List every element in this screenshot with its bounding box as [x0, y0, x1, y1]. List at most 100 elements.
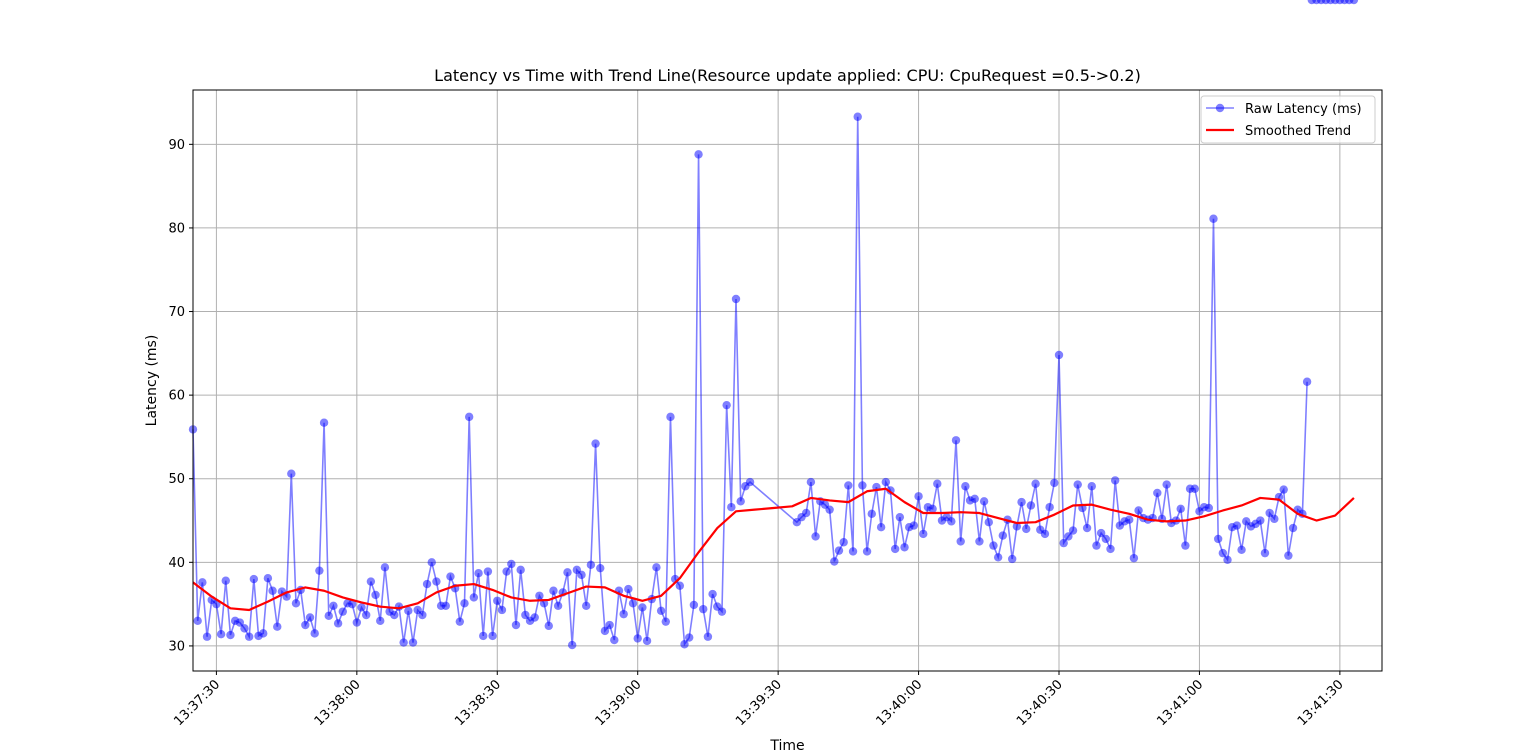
raw-latency-point	[848, 547, 858, 556]
raw-latency-point	[1026, 501, 1036, 510]
raw-latency-point	[362, 610, 371, 620]
raw-latency-point	[914, 492, 923, 501]
raw-latency-point	[858, 481, 867, 490]
raw-latency-point	[244, 632, 254, 641]
raw-latency-point	[1050, 478, 1059, 488]
raw-latency-point	[862, 547, 872, 556]
raw-latency-point	[460, 599, 469, 608]
raw-latency-point	[338, 607, 347, 616]
raw-latency-point	[642, 636, 652, 646]
raw-latency-point	[900, 543, 909, 552]
raw-latency-point	[1045, 502, 1054, 512]
raw-latency-point	[638, 603, 647, 612]
axis-layer: 30 40 50 60 70 80 90 13:37:30 13:38:00 13:38:30 13…	[168, 138, 1346, 729]
raw-latency-point	[610, 635, 619, 645]
plot-area-frame	[192, 89, 1383, 672]
y-tick-label: 90	[168, 138, 185, 153]
raw-latency-point	[464, 412, 474, 422]
y-tick-label: 50	[168, 472, 185, 487]
x-tick-label: 13:38:00	[312, 677, 364, 729]
raw-latency-point	[895, 512, 905, 522]
y-tick-label: 40	[168, 556, 185, 571]
raw-latency-point	[418, 610, 427, 620]
raw-latency-point	[240, 624, 249, 633]
raw-latency-point	[806, 477, 816, 487]
raw-latency-point	[577, 570, 586, 580]
raw-latency-point	[979, 497, 989, 506]
raw-latency-point	[357, 603, 366, 612]
raw-latency-point	[834, 546, 844, 555]
raw-latency-point	[474, 568, 483, 578]
raw-latency-point	[371, 590, 380, 600]
raw-latency-point	[273, 622, 282, 631]
raw-latency-point	[586, 560, 596, 570]
raw-latency-point	[1125, 515, 1134, 524]
raw-latency-point	[839, 538, 848, 547]
raw-latency-point	[507, 559, 516, 569]
x-tick-label: 13:37:30	[171, 677, 223, 729]
legend-raw-latency-label: Raw Latency (ms)	[1245, 102, 1362, 117]
raw-latency-point	[408, 638, 418, 647]
raw-latency-point	[263, 574, 273, 583]
raw-latency-point	[259, 629, 268, 638]
raw-latency-point	[624, 584, 633, 594]
chart-title: Latency vs Time with Trend Line(Resource…	[434, 66, 1141, 85]
raw-latency-point	[455, 617, 465, 626]
raw-latency-point	[582, 601, 591, 610]
raw-latency-point	[652, 563, 661, 572]
x-axis-title: Time	[769, 738, 804, 754]
raw-latency-point	[1101, 534, 1111, 544]
raw-latency-point	[553, 601, 563, 610]
raw-latency-point	[656, 606, 666, 616]
raw-latency-point	[928, 504, 937, 514]
raw-latency-point	[390, 610, 399, 620]
raw-latency-point	[844, 481, 853, 490]
raw-latency-point	[961, 482, 970, 491]
raw-latency-point	[432, 577, 441, 586]
raw-latency-point	[1096, 528, 1106, 538]
raw-latency-point	[324, 611, 333, 621]
raw-latency-point	[511, 620, 521, 630]
raw-latency-point	[1190, 484, 1199, 493]
raw-latency-point	[975, 537, 984, 546]
raw-latency-point	[947, 517, 956, 526]
raw-latency-point	[483, 567, 493, 576]
y-tick-label: 60	[168, 389, 185, 404]
legend: Raw Latency (ms) Smoothed Trend	[1200, 95, 1376, 144]
raw-latency-point	[1054, 350, 1064, 360]
raw-latency-point	[301, 620, 310, 630]
raw-latency-point	[717, 607, 727, 616]
raw-latency-point	[825, 505, 834, 514]
series-layer	[188, 0, 1359, 650]
raw-latency-line	[192, 116, 1308, 647]
raw-latency-point	[1064, 532, 1073, 541]
raw-latency-point	[310, 629, 319, 638]
raw-latency-point	[493, 596, 502, 605]
raw-latency-point	[745, 477, 755, 487]
raw-latency-point	[708, 589, 717, 599]
raw-latency-point	[1260, 548, 1270, 558]
raw-latency-point	[1162, 480, 1171, 489]
raw-latency-point	[1284, 551, 1293, 560]
raw-latency-point	[376, 616, 385, 626]
raw-latency-point	[675, 581, 685, 590]
raw-latency-point	[1204, 503, 1213, 513]
raw-latency-point	[600, 626, 610, 636]
raw-latency-point	[984, 517, 993, 527]
raw-latency-point	[1279, 485, 1288, 494]
y-axis-title: Latency (ms)	[144, 335, 160, 427]
raw-latency-point	[1040, 529, 1050, 539]
raw-latency-point	[1017, 497, 1026, 507]
raw-latency-point	[1068, 526, 1078, 535]
raw-latency-point	[446, 572, 455, 581]
raw-latency-point	[933, 479, 942, 488]
raw-latency-point	[811, 532, 820, 541]
raw-latency-point	[970, 494, 979, 503]
legend-box	[1200, 95, 1376, 144]
raw-latency-point	[497, 605, 507, 615]
raw-latency-point	[1012, 522, 1022, 531]
raw-latency-point	[226, 630, 235, 640]
raw-latency-point	[521, 610, 530, 620]
